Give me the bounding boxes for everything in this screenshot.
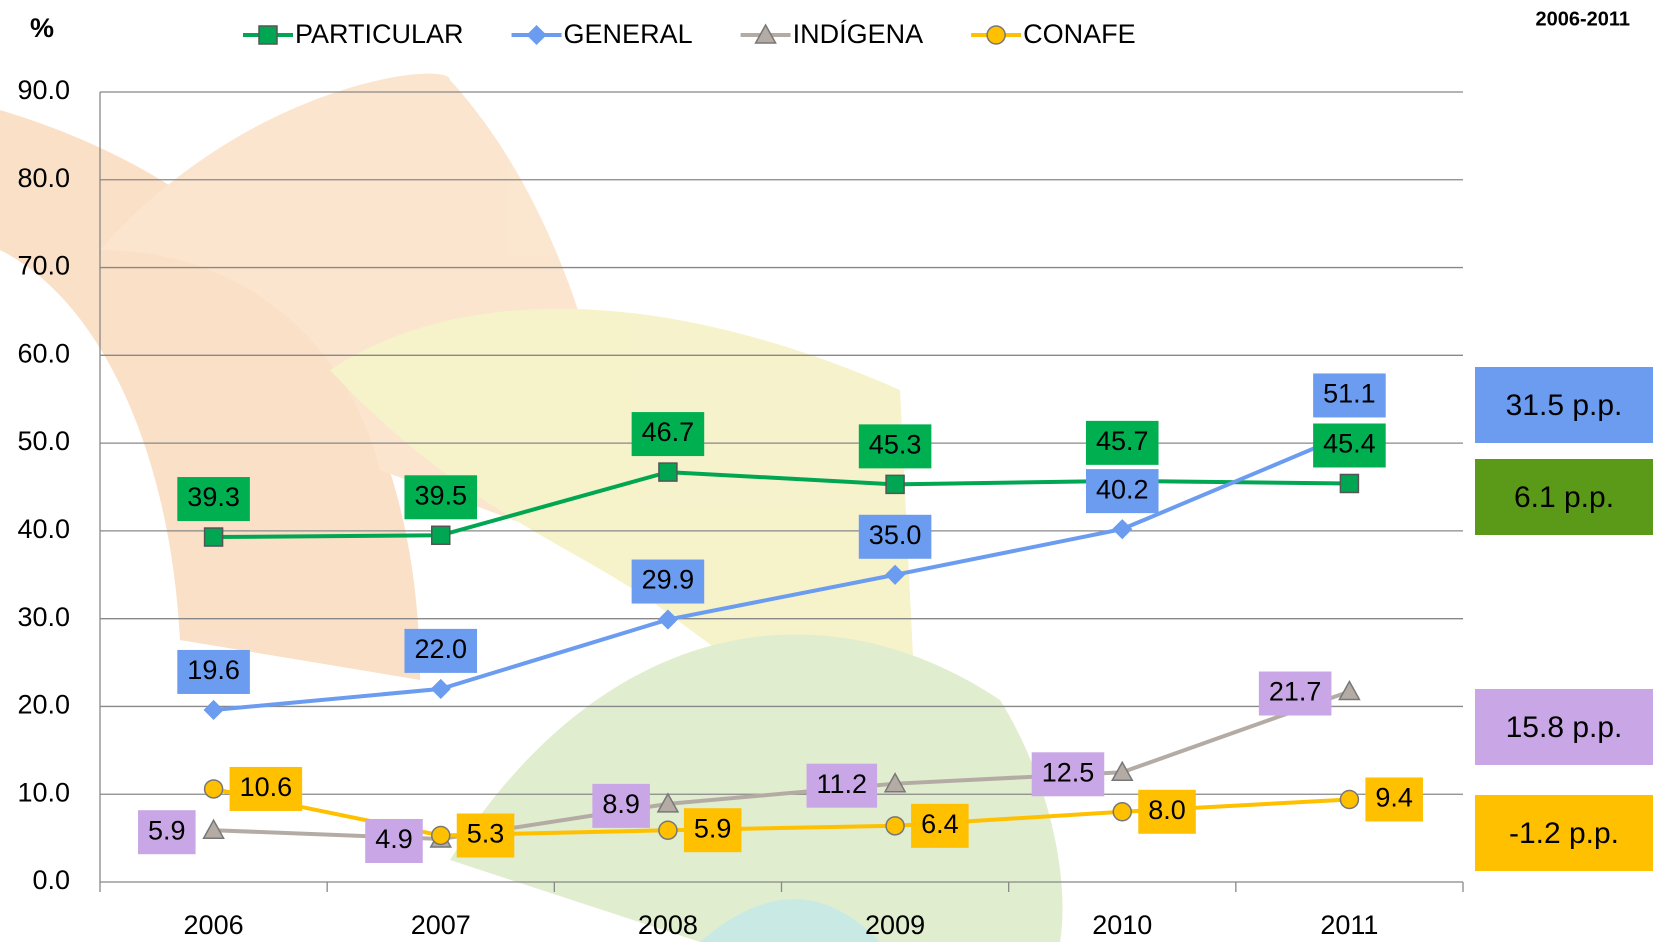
y-tick-label: 20.0 xyxy=(17,690,70,720)
data-label: 11.2 xyxy=(807,764,878,808)
marker xyxy=(1339,682,1359,700)
annotation-text: 31.5 p.p. xyxy=(1506,389,1623,422)
data-label: 10.6 xyxy=(230,767,303,811)
data-label-text: 12.5 xyxy=(1042,757,1095,787)
y-tick-label: 80.0 xyxy=(17,163,70,193)
page: % 2006-2011 0.0 10.0 20.0 30.0 40.0 50.0 60.0 7… xyxy=(0,0,1653,942)
annotation-text: -1.2 p.p. xyxy=(1509,817,1619,850)
data-label-text: 45.4 xyxy=(1323,429,1376,459)
legend-label: PARTICULAR xyxy=(295,19,464,49)
data-label: 12.5 xyxy=(1032,752,1105,796)
data-label: 5.9 xyxy=(138,810,196,854)
data-label-text: 5.9 xyxy=(694,813,732,843)
y-tick-label: 40.0 xyxy=(17,514,70,544)
data-label-text: 21.7 xyxy=(1269,677,1322,707)
data-label-text: 4.9 xyxy=(375,824,413,854)
decor-shape xyxy=(450,634,1063,942)
data-label-text: 6.4 xyxy=(921,809,959,839)
annotation-text: 15.8 p.p. xyxy=(1506,711,1623,744)
data-label-text: 39.5 xyxy=(414,480,467,510)
marker xyxy=(205,701,223,719)
subtitle: 2006-2011 xyxy=(1535,8,1630,30)
y-tick-label: 50.0 xyxy=(17,426,70,456)
data-label-text: 8.9 xyxy=(602,789,640,819)
data-label-text: 35.0 xyxy=(869,520,922,550)
legend-marker xyxy=(259,26,277,44)
x-tick-label: 2007 xyxy=(411,910,471,940)
data-label: 45.3 xyxy=(859,424,932,468)
chart: % 2006-2011 0.0 10.0 20.0 30.0 40.0 50.0 60.0 7… xyxy=(0,0,1653,942)
data-label-text: 51.1 xyxy=(1323,379,1376,409)
data-label-text: 11.2 xyxy=(817,769,868,799)
y-tick-label: 70.0 xyxy=(17,251,70,281)
data-label: 39.3 xyxy=(177,477,250,521)
marker xyxy=(1340,790,1358,808)
data-label-text: 5.9 xyxy=(148,815,186,845)
data-label: 22.0 xyxy=(404,629,477,673)
legend-label: GENERAL xyxy=(564,19,693,49)
x-tick-label: 2009 xyxy=(865,910,925,940)
data-label-text: 40.2 xyxy=(1096,474,1149,504)
marker xyxy=(432,826,450,844)
data-label: 46.7 xyxy=(632,412,705,456)
data-label: 5.3 xyxy=(457,813,515,857)
data-label-text: 22.0 xyxy=(414,634,467,664)
data-label-text: 5.3 xyxy=(467,819,505,849)
y-tick-label: 0.0 xyxy=(32,865,70,895)
data-label: 51.1 xyxy=(1313,373,1386,417)
data-label-text: 8.0 xyxy=(1148,795,1186,825)
data-label-text: 29.9 xyxy=(642,565,695,595)
data-label-text: 10.6 xyxy=(240,772,293,802)
data-label: 4.9 xyxy=(365,819,423,863)
legend-marker xyxy=(987,26,1005,44)
data-label: 40.2 xyxy=(1086,469,1159,513)
x-tick-label: 2006 xyxy=(184,910,244,940)
y-axis-label: % xyxy=(30,13,54,43)
data-label-text: 39.3 xyxy=(187,482,240,512)
y-tick-label: 30.0 xyxy=(17,602,70,632)
legend-label: CONAFE xyxy=(1023,19,1136,49)
data-label: 21.7 xyxy=(1259,672,1332,716)
x-tick-label: 2011 xyxy=(1320,910,1378,940)
y-tick-label: 10.0 xyxy=(17,777,70,807)
data-label-text: 45.7 xyxy=(1096,426,1149,456)
data-label: 8.9 xyxy=(592,784,650,828)
data-label: 9.4 xyxy=(1365,777,1423,821)
marker xyxy=(659,821,677,839)
marker xyxy=(886,817,904,835)
data-label-text: 9.4 xyxy=(1375,783,1413,813)
data-label-text: 19.6 xyxy=(187,655,240,685)
data-label-text: 45.3 xyxy=(869,429,922,459)
annotation-text: 6.1 p.p. xyxy=(1514,481,1614,514)
marker xyxy=(205,528,223,546)
data-label: 8.0 xyxy=(1138,790,1196,834)
marker xyxy=(432,680,450,698)
data-label: 5.9 xyxy=(684,808,742,852)
marker xyxy=(1340,474,1358,492)
marker xyxy=(659,463,677,481)
marker xyxy=(205,780,223,798)
data-label: 39.5 xyxy=(404,475,477,519)
marker xyxy=(1113,803,1131,821)
legend-marker xyxy=(528,26,546,44)
y-tick-label: 90.0 xyxy=(17,75,70,105)
data-label-text: 46.7 xyxy=(642,417,695,447)
x-tick-label: 2010 xyxy=(1092,910,1152,940)
data-label: 45.7 xyxy=(1086,421,1159,465)
data-label: 35.0 xyxy=(859,515,932,559)
data-label: 29.9 xyxy=(632,560,705,604)
y-tick-label: 60.0 xyxy=(17,338,70,368)
marker xyxy=(1113,520,1131,538)
data-label: 19.6 xyxy=(177,650,250,694)
data-label: 6.4 xyxy=(911,804,969,848)
marker xyxy=(432,526,450,544)
marker xyxy=(886,475,904,493)
x-tick-label: 2008 xyxy=(638,910,698,940)
legend-label: INDÍGENA xyxy=(793,19,924,49)
data-label: 45.4 xyxy=(1313,423,1386,467)
